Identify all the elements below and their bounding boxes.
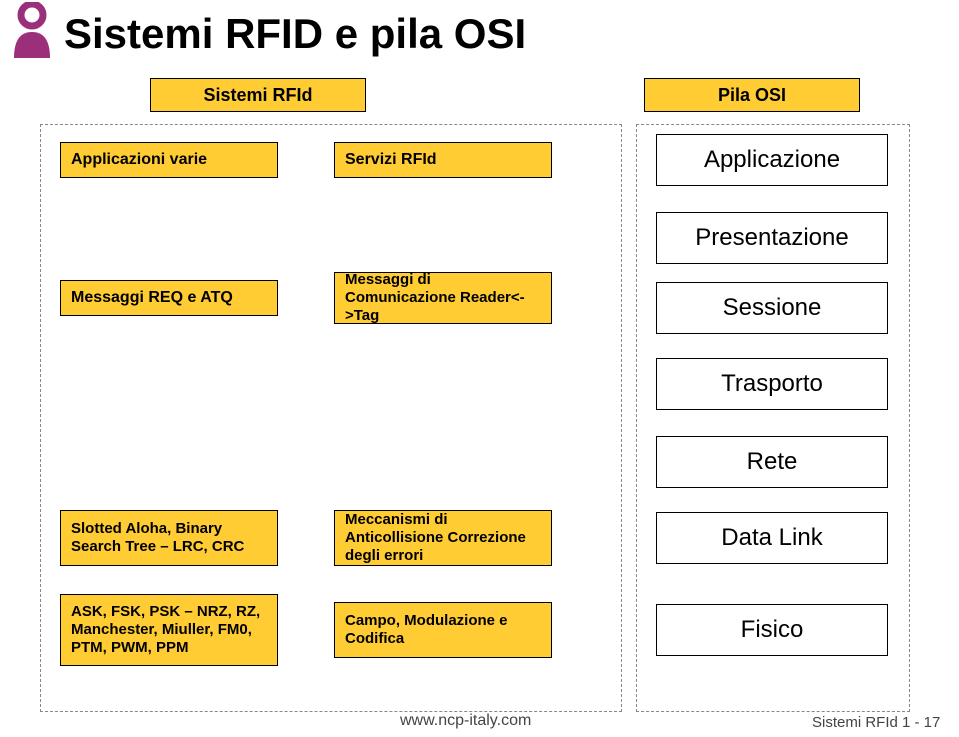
left-r1: Applicazioni varie: [71, 151, 207, 169]
mid-r3: Messaggi di Comunicazione Reader<->Tag: [345, 271, 543, 325]
mid-r7: Campo, Modulazione e Codifica: [345, 612, 543, 648]
header-pila-osi: Pila OSI: [644, 78, 860, 112]
left-box-messaggi-req: Messaggi REQ e ATQ: [60, 280, 278, 316]
osi-r7: Fisico: [741, 616, 804, 644]
page-title: Sistemi RFID e pila OSI: [64, 10, 526, 58]
osi-data-link: Data Link: [656, 512, 888, 564]
left-box-ask-fsk: ASK, FSK, PSK – NRZ, RZ, Manchester, Miu…: [60, 594, 278, 666]
osi-presentazione: Presentazione: [656, 212, 888, 264]
person-icon: [8, 2, 56, 58]
osi-r4: Trasporto: [721, 370, 823, 398]
left-box-applicazioni: Applicazioni varie: [60, 142, 278, 178]
osi-sessione: Sessione: [656, 282, 888, 334]
osi-rete: Rete: [656, 436, 888, 488]
footer-slide-number: Sistemi RFId 1 - 17: [812, 714, 940, 731]
header-right-text: Pila OSI: [718, 85, 786, 106]
mid-r6: Meccanismi di Anticollisione Correzione …: [345, 511, 543, 565]
left-r7: ASK, FSK, PSK – NRZ, RZ, Manchester, Miu…: [71, 603, 269, 657]
mid-r1: Servizi RFId: [345, 151, 437, 169]
mid-box-servizi: Servizi RFId: [334, 142, 552, 178]
osi-r2: Presentazione: [695, 224, 848, 252]
osi-fisico: Fisico: [656, 604, 888, 656]
osi-applicazione: Applicazione: [656, 134, 888, 186]
mid-box-campo: Campo, Modulazione e Codifica: [334, 602, 552, 658]
osi-r5: Rete: [747, 448, 798, 476]
left-r3: Messaggi REQ e ATQ: [71, 289, 233, 307]
osi-r3: Sessione: [723, 294, 822, 322]
header-left-text: Sistemi RFId: [203, 85, 312, 106]
osi-trasporto: Trasporto: [656, 358, 888, 410]
mid-box-anticollisione: Meccanismi di Anticollisione Correzione …: [334, 510, 552, 566]
osi-r6: Data Link: [721, 524, 822, 552]
osi-r1: Applicazione: [704, 146, 840, 174]
mid-box-messaggi-com: Messaggi di Comunicazione Reader<->Tag: [334, 272, 552, 324]
left-r6: Slotted Aloha, Binary Search Tree – LRC,…: [71, 520, 269, 556]
left-box-slotted-aloha: Slotted Aloha, Binary Search Tree – LRC,…: [60, 510, 278, 566]
footer-link: www.ncp-italy.com: [400, 712, 531, 730]
header-sistemi-rfid: Sistemi RFId: [150, 78, 366, 112]
